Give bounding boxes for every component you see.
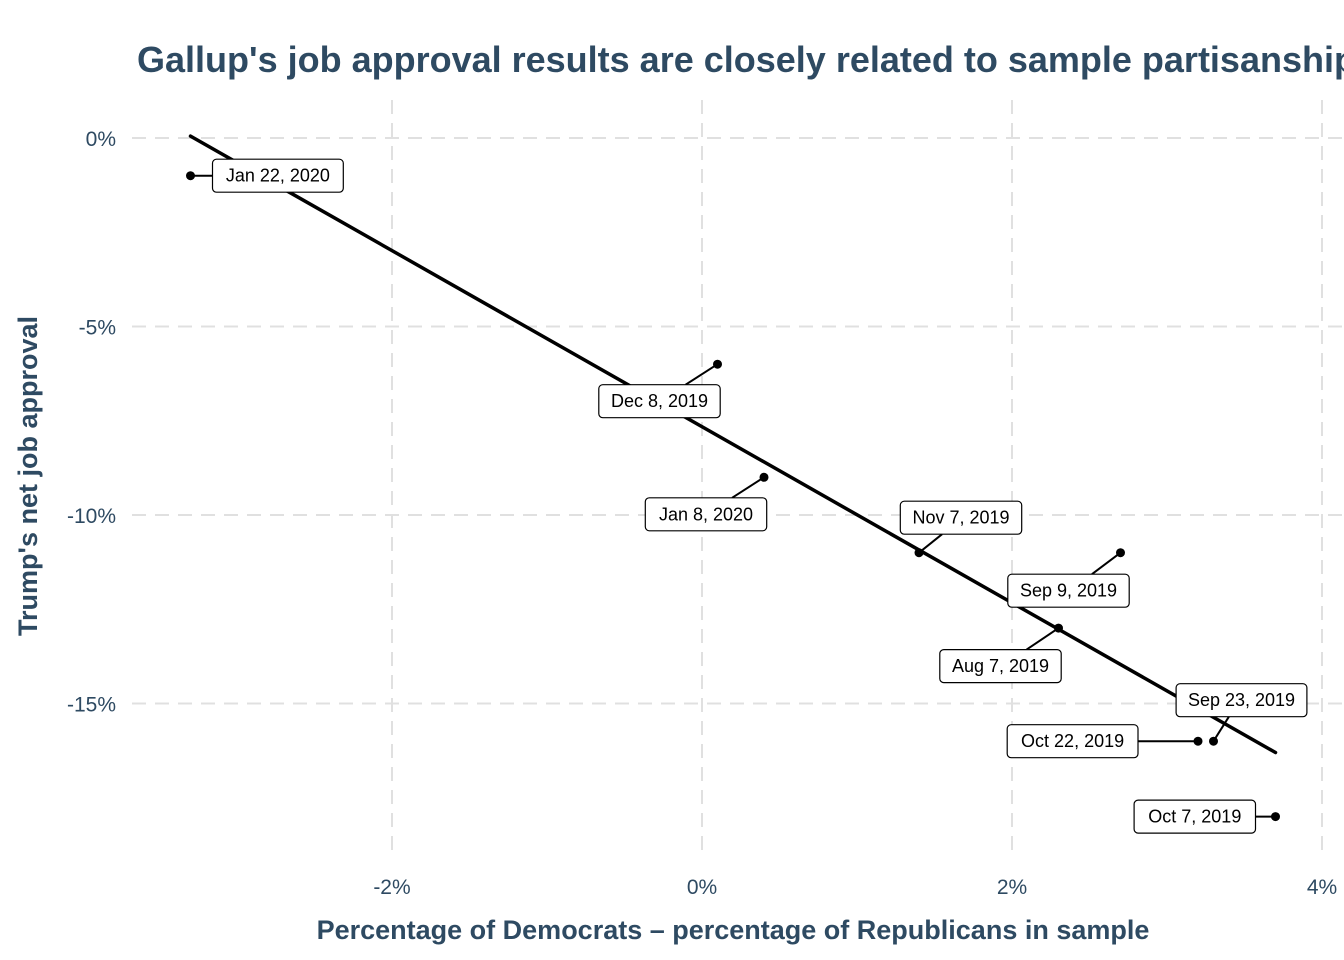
point-label-text: Jan 8, 2020 (659, 504, 753, 524)
data-point (759, 472, 769, 482)
point-label: Jan 8, 2020 (644, 497, 768, 532)
point-label-box (1006, 724, 1139, 759)
point-label-text: Sep 23, 2019 (1188, 690, 1295, 710)
point-label: Jan 22, 2020 (211, 158, 344, 193)
data-point (1209, 736, 1218, 746)
data-point (1271, 812, 1280, 822)
point-labels: Jan 22, 2020 Dec 8, 2019 Jan 8, 2020 Nov 7,… (211, 158, 1308, 834)
point-label-box (899, 500, 1023, 535)
point-label-box (1175, 683, 1308, 718)
chart-title: Gallup's job approval results are closel… (137, 39, 1344, 80)
point-label: Sep 9, 2019 (1007, 573, 1130, 608)
label-connector (1026, 627, 1060, 651)
label-connector (1212, 716, 1230, 742)
point-label-box (644, 497, 768, 532)
label-connector (731, 476, 765, 499)
y-tick-label: -5% (79, 317, 116, 340)
point-label-text: Oct 7, 2019 (1148, 807, 1241, 827)
y-tick-label: -10% (67, 505, 116, 528)
label-connector (1091, 551, 1122, 575)
x-tick-label: 2% (997, 876, 1027, 899)
point-label-text: Aug 7, 2019 (952, 656, 1049, 676)
point-label: Oct 7, 2019 (1133, 799, 1257, 834)
point-label: Oct 22, 2019 (1006, 724, 1139, 759)
point-label: Dec 8, 2019 (598, 384, 721, 419)
label-connector (685, 363, 719, 386)
label-connectors (190, 174, 1276, 818)
x-tick-label: -2% (373, 876, 410, 899)
data-points (186, 171, 1280, 822)
point-label: Aug 7, 2019 (939, 648, 1062, 684)
point-label-text: Jan 22, 2020 (226, 166, 330, 186)
trend-line (188, 134, 1278, 755)
point-label-box (1133, 799, 1257, 834)
x-axis-title: Percentage of Democrats – percentage of … (317, 915, 1150, 945)
point-label-text: Dec 8, 2019 (611, 391, 708, 411)
point-label-box (598, 384, 721, 419)
vertical-gridlines (391, 100, 1323, 858)
y-tick-label: 0% (86, 128, 116, 151)
data-point (713, 359, 722, 369)
point-label-box (939, 648, 1062, 684)
x-tick-label: 4% (1307, 876, 1337, 899)
x-tick-label: 0% (687, 876, 717, 899)
point-label-text: Nov 7, 2019 (912, 508, 1009, 528)
x-axis-ticks: -2% 0% 2% 4% (373, 876, 1337, 899)
horizontal-gridlines (132, 137, 1344, 705)
point-label-text: Sep 9, 2019 (1020, 581, 1117, 601)
data-point (1193, 736, 1203, 746)
data-point (1054, 623, 1063, 633)
point-label: Sep 23, 2019 (1175, 683, 1308, 718)
y-tick-label: -15% (67, 694, 116, 717)
data-point (914, 548, 924, 558)
label-connector (918, 533, 943, 554)
trend-line-layer (188, 134, 1278, 755)
y-axis-title: Trump's net job approval (13, 316, 43, 636)
point-label-text: Oct 22, 2019 (1021, 731, 1124, 751)
point-label-box (211, 158, 344, 193)
point-label-box (1007, 573, 1130, 608)
point-label: Nov 7, 2019 (899, 500, 1023, 535)
data-point (1116, 548, 1125, 558)
data-point (186, 171, 195, 181)
y-axis-ticks: 0% -5% -10% -15% (67, 128, 116, 717)
